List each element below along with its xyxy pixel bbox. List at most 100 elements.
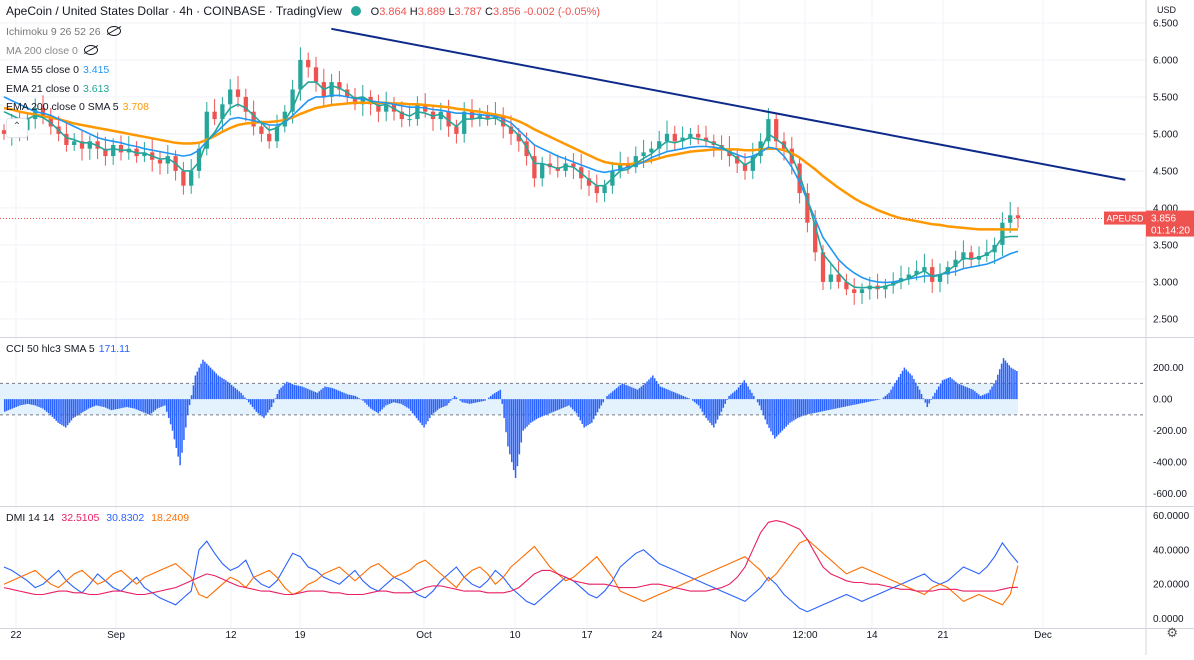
cci-tick-label: 0.00 — [1153, 395, 1173, 406]
cci-bar — [643, 385, 645, 399]
cci-bar — [48, 399, 50, 413]
cci-bar — [164, 399, 166, 405]
cci-bar — [315, 392, 317, 399]
cci-bar — [843, 399, 845, 407]
cci-bar — [57, 399, 59, 423]
cci-bar — [278, 390, 280, 399]
collapse-legend-icon[interactable]: ⌃ — [6, 118, 28, 138]
cci-bar — [909, 374, 911, 400]
hidden-eye-icon[interactable] — [107, 26, 121, 36]
cci-bar — [166, 399, 168, 412]
cci-bar — [509, 399, 511, 454]
cci-bar — [871, 399, 873, 401]
cci-bar — [376, 399, 378, 412]
cci-bar — [747, 387, 749, 400]
cci-bar — [782, 399, 784, 431]
cci-bar — [420, 399, 422, 423]
candle-body — [829, 274, 833, 281]
candle-body — [1000, 223, 1004, 245]
cci-bar — [76, 399, 78, 416]
cci-bar — [875, 399, 877, 400]
candle-body — [563, 163, 567, 170]
cci-bar — [124, 399, 126, 407]
cci-bar — [717, 399, 719, 419]
cci-bar — [385, 399, 387, 405]
cci-bar — [185, 399, 187, 427]
cci-bar — [623, 384, 625, 399]
cci-bar — [372, 399, 374, 410]
cci-bar — [955, 382, 957, 399]
change-value: -0.002 (-0.05%) — [524, 6, 600, 18]
cci-bar — [120, 399, 122, 408]
cci-bar — [208, 366, 210, 399]
price-tick-label: 5.500 — [1153, 92, 1178, 103]
cci-bar — [852, 399, 854, 405]
cci-bar — [111, 399, 113, 410]
cci-bar — [530, 399, 532, 423]
cci-bar — [507, 399, 509, 446]
high-value: 3.889 — [418, 6, 446, 18]
cci-bar — [692, 399, 694, 401]
cci-bar — [231, 385, 233, 399]
cci-bar — [229, 383, 231, 399]
cci-bar — [911, 375, 913, 399]
cci-bar — [953, 380, 955, 399]
cci-bar — [963, 386, 965, 399]
cci-bar — [583, 399, 585, 427]
legend-ma200[interactable]: MA 200 close 0 — [6, 45, 98, 57]
cci-bar — [256, 399, 258, 412]
cci-bar — [233, 387, 235, 400]
cci-bar — [549, 399, 551, 413]
cci-bar — [252, 399, 254, 407]
cci-bar — [423, 399, 425, 427]
cci-bar — [658, 384, 660, 399]
time-tick-label: 24 — [651, 630, 663, 641]
cci-bar — [145, 399, 147, 413]
cci-bar — [715, 399, 717, 423]
cci-bar — [902, 371, 904, 399]
cci-bar — [59, 399, 61, 424]
cci-bar — [740, 385, 742, 399]
cci-bar — [885, 396, 887, 399]
cci-bar — [332, 388, 334, 399]
cci-bar — [681, 395, 683, 399]
cci-bar — [244, 398, 246, 400]
legend-dmi[interactable]: DMI 14 14 32.5105 30.8302 18.2409 — [6, 512, 189, 524]
cci-bar — [532, 399, 534, 421]
cci-bar — [181, 399, 183, 453]
symbol-title[interactable]: ApeCoin / United States Dollar · 4h · CO… — [6, 4, 342, 18]
cci-bar — [240, 393, 242, 399]
cci-bar — [309, 390, 311, 399]
cci-bar — [195, 375, 197, 399]
cci-bar — [759, 399, 761, 405]
cci-bar — [968, 388, 970, 399]
cci-bar — [254, 399, 256, 409]
cci-bar — [673, 392, 675, 399]
cci-bar — [189, 399, 191, 405]
cci-bar — [675, 393, 677, 399]
low-value: 3.787 — [454, 6, 482, 18]
hidden-eye-icon[interactable] — [84, 45, 98, 55]
cci-bar — [366, 399, 368, 405]
legend-ichimoku[interactable]: Ichimoku 9 26 52 26 — [6, 26, 121, 38]
cci-bar — [454, 396, 456, 399]
cci-bar — [187, 399, 189, 415]
cci-bar — [347, 394, 349, 399]
cci-bar — [288, 383, 290, 400]
cci-bar — [269, 399, 271, 410]
cci-bar — [267, 399, 269, 412]
cci-bar — [303, 387, 305, 399]
settings-gear-icon[interactable]: ⚙ — [1166, 625, 1178, 641]
cci-bar — [492, 394, 494, 399]
cci-bar — [904, 368, 906, 400]
cci-bar — [744, 380, 746, 399]
cci-bar — [162, 399, 164, 406]
cci-bar — [86, 399, 88, 410]
cci-bar — [683, 396, 685, 399]
